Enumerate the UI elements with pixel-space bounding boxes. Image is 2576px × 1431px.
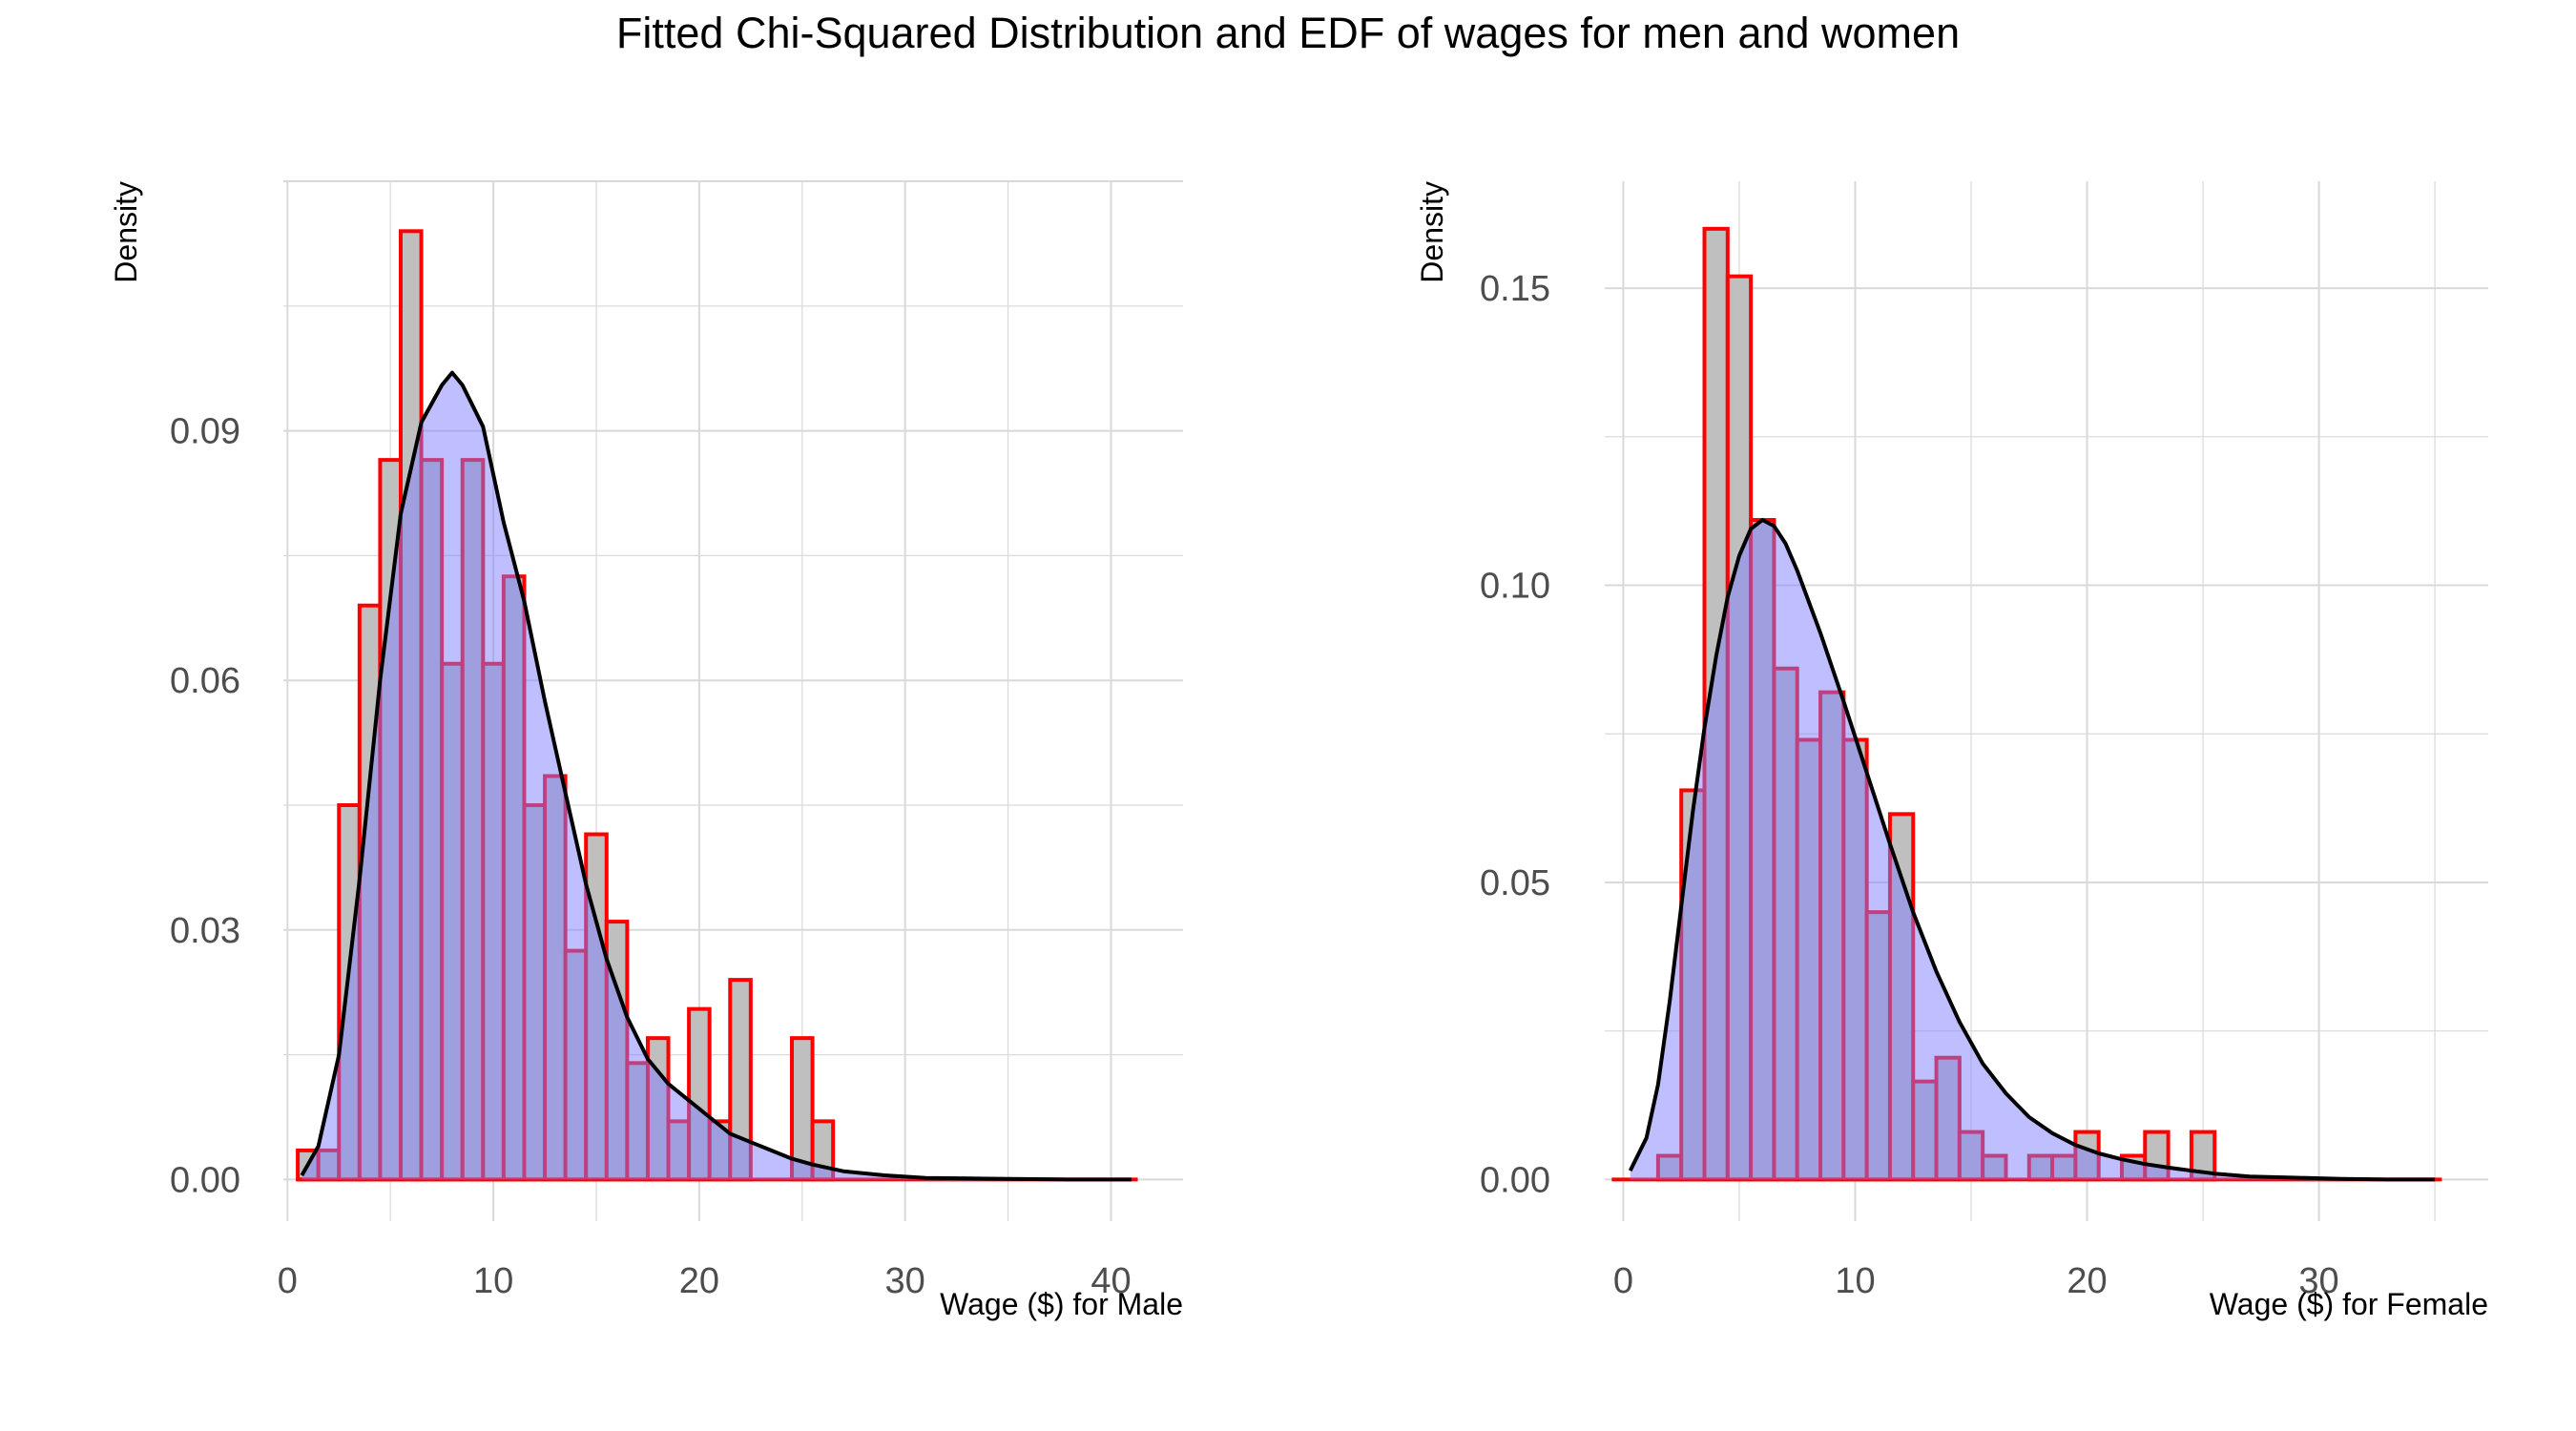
density-area <box>301 372 1132 1180</box>
y-tick-label: 0.10 <box>1480 567 1550 607</box>
x-tick-label: 10 <box>1835 1261 1875 1301</box>
y-tick-label: 0.06 <box>170 661 240 701</box>
y-tick-label: 0.09 <box>170 412 240 452</box>
y-tick-label: 0.03 <box>170 911 240 951</box>
density-curve <box>1628 518 2436 1182</box>
density-area <box>1630 520 2436 1180</box>
female-wage-panel: 0 10 20 30 0.00 0.05 0.10 0.15 Wage ($) for Fema… <box>1415 181 2488 1321</box>
y-axis-title: Density <box>1415 181 1449 283</box>
x-axis-title: Wage ($) for Male <box>940 1287 1183 1321</box>
figure-title: Fitted Chi-Squared Distribution and EDF … <box>615 9 1961 57</box>
x-tick-label: 40 <box>1091 1261 1131 1301</box>
x-tick-label: 20 <box>2067 1261 2107 1301</box>
y-tick-label: 0.00 <box>170 1160 240 1200</box>
x-axis-title: Wage ($) for Female <box>2210 1287 2488 1321</box>
y-axis-title: Density <box>109 181 143 283</box>
y-tick-label: 0.05 <box>1480 863 1550 903</box>
y-tick-label: 0.00 <box>1480 1160 1550 1200</box>
male-wage-panel: 0 10 20 30 40 0.00 0.03 0.06 0.09 Wage ($) for Ma… <box>109 180 1183 1321</box>
y-tick-label: 0.15 <box>1480 269 1550 309</box>
x-tick-label: 30 <box>885 1261 925 1301</box>
x-tick-label: 30 <box>2298 1261 2338 1301</box>
density-curve <box>300 370 1132 1182</box>
x-tick-label: 0 <box>1613 1261 1633 1301</box>
x-tick-label: 20 <box>679 1261 719 1301</box>
x-tick-label: 10 <box>473 1261 513 1301</box>
x-tick-label: 0 <box>278 1261 298 1301</box>
grid <box>1605 181 2488 1221</box>
